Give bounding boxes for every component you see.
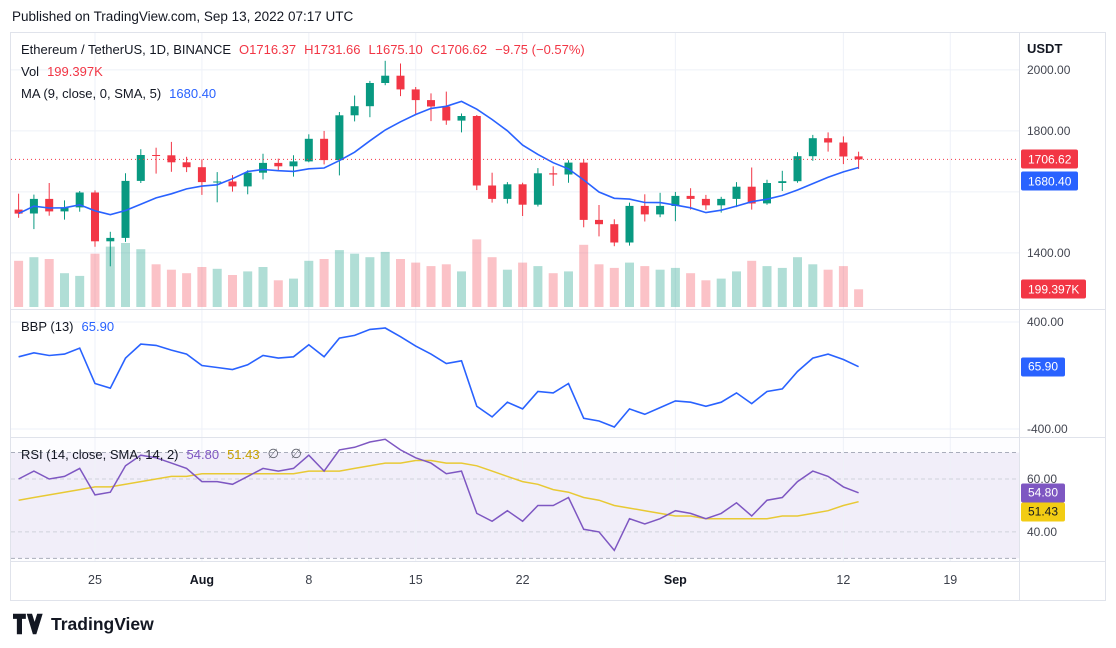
ma-line xyxy=(18,100,859,216)
rsi-ma-value: 51.43 xyxy=(227,446,260,462)
ohlc-close: C1706.62 xyxy=(430,41,488,57)
bbp-value: 65.90 xyxy=(81,318,115,334)
rsi-legend: RSI (14, close, SMA, 14, 2) 54.80 51.43 … xyxy=(21,443,306,465)
last-price-badge: 1706.62 xyxy=(1021,149,1079,169)
time-label-day: 25 xyxy=(88,573,102,587)
rsi-axis[interactable]: 54.80 51.43 60.00 40.00 xyxy=(1019,438,1105,561)
hidden-values-icons: ∅ ∅ xyxy=(267,446,306,461)
axis-tick: -400.00 xyxy=(1027,421,1068,436)
ma-label: MA (9, close, 0, SMA, 5) xyxy=(21,85,162,101)
axis-tick: 2000.00 xyxy=(1027,62,1071,77)
bbp-label: BBP (13) xyxy=(21,318,74,334)
rsi-chart-svg xyxy=(11,438,1019,561)
rsi-legend-row[interactable]: RSI (14, close, SMA, 14, 2) 54.80 51.43 … xyxy=(21,443,306,465)
footer-brand-link[interactable]: TradingView xyxy=(13,612,154,636)
published-bar: Published on TradingView.com, Sep 13, 20… xyxy=(0,0,1116,32)
ohlc-open: O1716.37 xyxy=(239,41,297,57)
axis-tick: 60.00 xyxy=(1027,472,1058,486)
price-chart-svg xyxy=(11,33,1019,309)
ohlc-high: H1731.66 xyxy=(304,41,361,57)
volume-legend-row[interactable]: Vol 199.397K xyxy=(21,60,585,82)
time-label-month: Aug xyxy=(189,573,215,587)
bbp-legend: BBP (13) 65.90 xyxy=(21,315,114,337)
time-label-day: 19 xyxy=(943,573,958,587)
rsi-label: RSI (14, close, SMA, 14, 2) xyxy=(21,446,179,462)
ohlc-low: L1675.10 xyxy=(368,41,423,57)
brand-text: TradingView xyxy=(51,613,154,634)
time-label-day: 15 xyxy=(408,573,423,587)
time-label-day: 12 xyxy=(836,573,851,587)
bbp-line xyxy=(18,327,859,428)
rsi-value-badge: 54.80 xyxy=(1021,483,1066,503)
bbp-axis[interactable]: 65.90 400.00 -400.00 xyxy=(1019,310,1105,437)
rsi-value: 54.80 xyxy=(186,446,220,462)
axis-tick: 40.00 xyxy=(1027,524,1058,539)
ohlc-change: −9.75 (−0.57%) xyxy=(495,41,585,57)
volume-badge: 199.397K xyxy=(1021,279,1087,299)
rsi-ma-line xyxy=(18,459,859,520)
candles-layer xyxy=(14,60,863,267)
ma-value: 1680.40 xyxy=(169,85,217,101)
axis-tick: 1800.00 xyxy=(1027,123,1071,138)
time-axis[interactable]: 25 Aug 8 15 22 Sep 12 19 xyxy=(11,562,1019,600)
tradingview-logo-icon xyxy=(13,613,43,635)
axis-tick: 1400.00 xyxy=(1027,245,1071,260)
symbol-title: Ethereum / TetherUS, 1D, BINANCE xyxy=(21,41,232,57)
time-label-day: 8 xyxy=(305,573,313,587)
volume-value: 199.397K xyxy=(47,63,103,79)
main-legend: Ethereum / TetherUS, 1D, BINANCE O1716.3… xyxy=(21,38,585,104)
symbol-legend-row[interactable]: Ethereum / TetherUS, 1D, BINANCE O1716.3… xyxy=(21,38,585,60)
time-axis-corner xyxy=(1019,562,1105,600)
rsi-band-fill xyxy=(11,452,1019,559)
bbp-chart-svg xyxy=(11,310,1019,437)
rsi-pane[interactable]: RSI (14, close, SMA, 14, 2) 54.80 51.43 … xyxy=(11,438,1019,561)
price-axis[interactable]: USDT 1706.62 1680.40 199.397K 2000.00 180… xyxy=(1019,33,1105,309)
bbp-legend-row[interactable]: BBP (13) 65.90 xyxy=(21,315,114,337)
bbp-pane[interactable]: BBP (13) 65.90 xyxy=(11,310,1019,437)
published-text: Published on TradingView.com, Sep 13, 20… xyxy=(12,8,354,24)
bbp-value-badge: 65.90 xyxy=(1021,357,1066,377)
time-label-day: 22 xyxy=(515,573,530,587)
volume-label: Vol xyxy=(21,63,40,79)
ma-legend-row[interactable]: MA (9, close, 0, SMA, 5) 1680.40 xyxy=(21,82,585,104)
volume-layer xyxy=(14,239,864,307)
ma-price-badge: 1680.40 xyxy=(1021,171,1079,191)
rsi-line xyxy=(18,438,859,552)
quote-currency-label: USDT xyxy=(1027,41,1063,56)
bbp-grid-layer xyxy=(11,310,1019,437)
time-label-month: Sep xyxy=(663,573,687,587)
price-pane[interactable]: Ethereum / TetherUS, 1D, BINANCE O1716.3… xyxy=(11,33,1019,309)
rsi-ma-value-badge: 51.43 xyxy=(1021,502,1066,522)
chart-frame: Ethereum / TetherUS, 1D, BINANCE O1716.3… xyxy=(10,32,1106,601)
axis-tick: 400.00 xyxy=(1027,315,1064,330)
